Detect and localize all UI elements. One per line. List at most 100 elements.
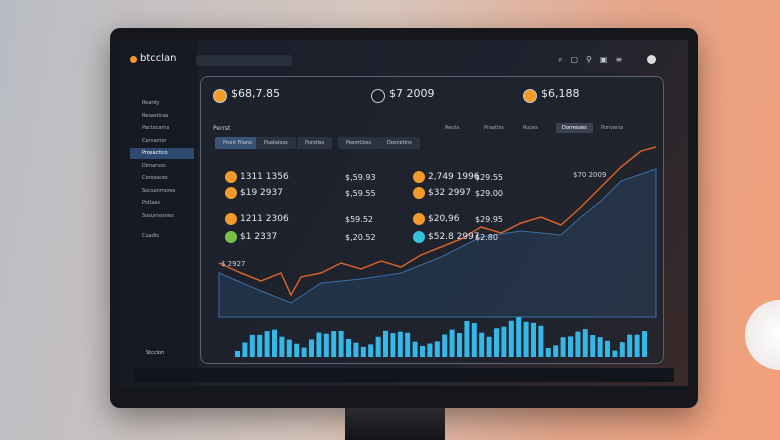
card-icon bbox=[371, 89, 385, 103]
volume-bar bbox=[619, 342, 625, 357]
volume-bar bbox=[612, 350, 618, 357]
volume-bar bbox=[531, 322, 536, 357]
subtab[interactable]: Pesmtioss bbox=[338, 137, 380, 149]
volume-bar bbox=[360, 346, 366, 357]
volume-bar bbox=[597, 337, 603, 357]
card-icon bbox=[213, 89, 227, 103]
lamp bbox=[745, 300, 780, 370]
coin-icon bbox=[413, 213, 425, 225]
section-label: Perrst bbox=[213, 125, 231, 132]
volume-bar bbox=[605, 340, 610, 357]
brand: btcclan bbox=[140, 53, 177, 64]
volume-bar bbox=[582, 329, 588, 357]
taskbar bbox=[134, 368, 674, 382]
tab[interactable]: Ruces bbox=[523, 125, 538, 131]
tab[interactable]: Dorresses bbox=[556, 123, 593, 133]
volume-bar bbox=[538, 325, 544, 357]
screen: btcclan Stcclon Reardy Resasticas Pactocar… bbox=[120, 40, 688, 386]
sidebar-item[interactable]: Resasticas bbox=[142, 112, 169, 119]
chart-art bbox=[218, 146, 657, 357]
coin-name: $20,96 bbox=[428, 214, 460, 224]
volume-bar bbox=[235, 351, 240, 357]
volume-bar bbox=[383, 330, 388, 357]
volume-bar bbox=[560, 337, 566, 357]
sidebar-item[interactable]: Corvactor bbox=[142, 137, 167, 144]
volume-bar bbox=[338, 330, 344, 357]
subtab[interactable]: Pront Fiiane bbox=[215, 137, 261, 149]
volume-bar bbox=[442, 334, 448, 357]
volume-bar bbox=[301, 347, 307, 357]
volume-bar bbox=[464, 320, 470, 357]
volume-bar bbox=[449, 329, 455, 357]
volume-bar bbox=[501, 326, 507, 357]
volume-bar bbox=[508, 320, 514, 357]
coin-name: $1 2337 bbox=[240, 232, 278, 242]
price-line bbox=[218, 146, 657, 297]
volume-bar bbox=[590, 335, 596, 357]
volume-bar bbox=[397, 331, 403, 357]
sidebar-item[interactable]: Sosurnesnes bbox=[142, 212, 174, 219]
coin-change: $29.55 bbox=[475, 173, 503, 182]
sidebar-item[interactable]: Corosaces bbox=[142, 175, 168, 181]
chart-note: $70 2009 bbox=[573, 171, 607, 179]
coin-icon bbox=[413, 171, 425, 183]
volume-bar bbox=[279, 336, 285, 357]
volume-bar bbox=[634, 334, 640, 357]
sidebar-item[interactable]: Pactocarns bbox=[142, 125, 170, 131]
card-value: $7 2009 bbox=[389, 87, 435, 100]
coin-icon bbox=[225, 187, 237, 199]
coin-change: $59.52 bbox=[345, 215, 373, 224]
volume-bar bbox=[479, 332, 485, 357]
volume-bar bbox=[242, 342, 248, 357]
volume-bar bbox=[523, 321, 529, 357]
tab[interactable]: Ponverss bbox=[601, 125, 624, 131]
coin-icon bbox=[413, 231, 425, 243]
chart-start-label: $ 2927 bbox=[221, 260, 246, 268]
volume-bar bbox=[457, 333, 462, 357]
monitor-stand bbox=[345, 408, 445, 440]
coin-icon bbox=[225, 231, 237, 243]
volume-bar bbox=[575, 331, 581, 357]
volume-bar bbox=[494, 328, 499, 357]
coin-icon bbox=[225, 171, 237, 183]
avatar[interactable] bbox=[647, 55, 656, 64]
subtab[interactable]: Poataioss bbox=[256, 137, 296, 149]
volume-bar bbox=[627, 334, 633, 357]
volume-bar bbox=[353, 342, 359, 357]
coin-change: $,59.93 bbox=[345, 173, 376, 182]
subtab[interactable]: Porstiss bbox=[297, 137, 333, 149]
volume-bar bbox=[434, 341, 440, 357]
coin-icon bbox=[413, 187, 425, 199]
subtab[interactable]: Dosnetins bbox=[379, 137, 420, 149]
card-value: $68,7.85 bbox=[231, 87, 280, 100]
sidebar-item[interactable]: Potlaas bbox=[142, 200, 160, 206]
volume-bar bbox=[412, 341, 418, 357]
volume-bar bbox=[264, 331, 270, 357]
volume-bar bbox=[375, 336, 381, 357]
volume-bars bbox=[235, 317, 647, 357]
volume-bar bbox=[368, 344, 374, 357]
sidebar-item[interactable]: Cuadis bbox=[142, 233, 159, 239]
volume-bar bbox=[642, 331, 647, 357]
search-box[interactable] bbox=[196, 55, 292, 66]
coin-name: $32 2997 bbox=[428, 188, 471, 198]
volume-bar bbox=[346, 338, 351, 357]
coin-name: 1311 1356 bbox=[240, 172, 289, 182]
volume-bar bbox=[323, 333, 329, 357]
volume-bar bbox=[486, 336, 492, 357]
sidebar-item[interactable]: Dimarvos bbox=[142, 162, 166, 169]
sidebar-item[interactable]: Socsanmores bbox=[142, 187, 176, 194]
volume-bar bbox=[568, 336, 573, 357]
sidebar-footer: Stcclon bbox=[146, 350, 165, 356]
sidebar-item[interactable]: Prosactico bbox=[130, 148, 194, 159]
volume-bar bbox=[286, 339, 292, 357]
volume-bar bbox=[553, 345, 559, 357]
sidebar-item[interactable]: Reardy bbox=[142, 100, 160, 106]
coin-change: $,20.52 bbox=[345, 233, 376, 242]
main-panel: Perrst $ 2927 $70 2009 $68,7.85 $7 2009 $6… bbox=[200, 76, 664, 364]
tab[interactable]: Praatiss bbox=[484, 125, 504, 131]
tab[interactable]: Reuts bbox=[445, 125, 460, 131]
sidebar: btcclan Stcclon Reardy Resasticas Pactocar… bbox=[120, 40, 198, 386]
coin-change: $,59.55 bbox=[345, 189, 376, 198]
